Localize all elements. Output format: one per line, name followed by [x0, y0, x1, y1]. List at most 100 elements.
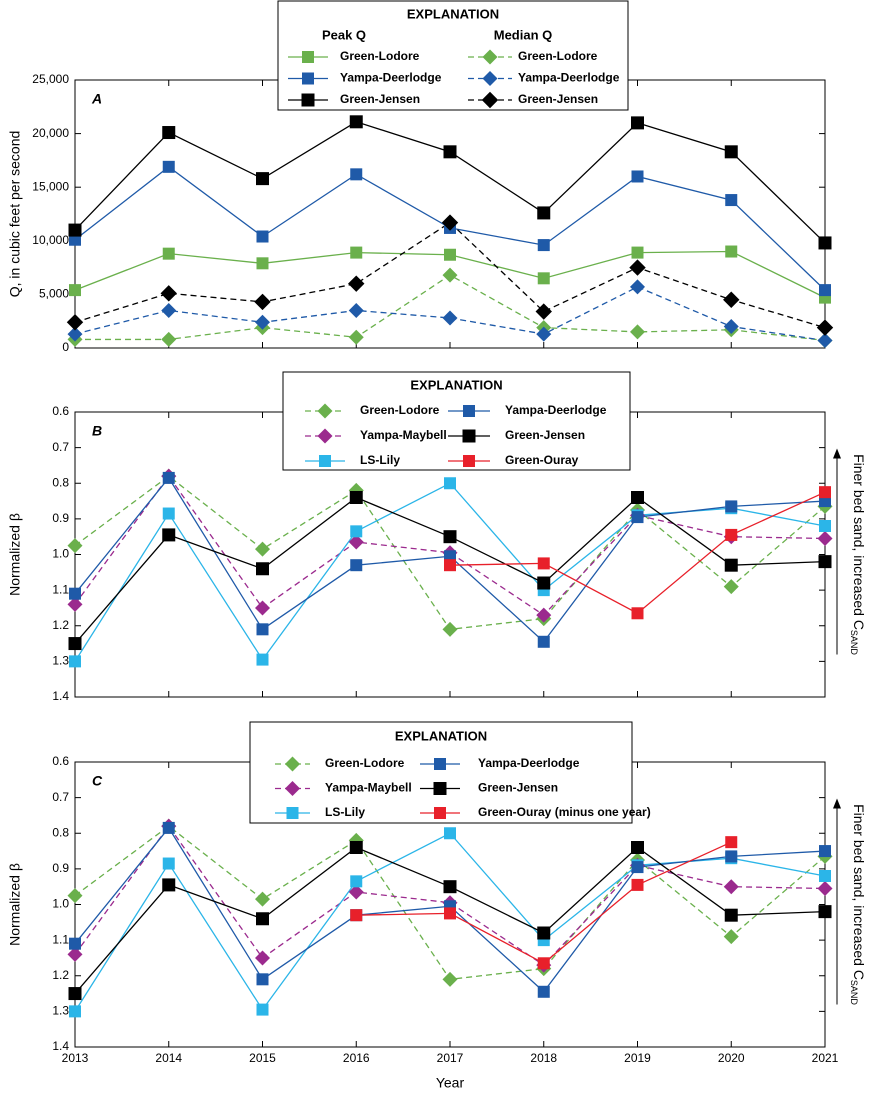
data-point: [444, 907, 456, 920]
data-point: [67, 596, 83, 612]
data-point: [631, 491, 644, 504]
data-point: [255, 314, 270, 330]
data-point: [348, 329, 364, 345]
data-point: [161, 331, 177, 347]
data-point: [162, 471, 175, 484]
data-point: [723, 579, 739, 595]
legend-label: Yampa-Deerlodge: [505, 403, 607, 417]
data-point: [442, 310, 458, 326]
data-point: [254, 293, 271, 311]
data-point: [817, 332, 833, 348]
data-point: [161, 302, 177, 318]
data-point: [162, 528, 176, 542]
data-point: [816, 319, 834, 336]
legend-box: [282, 371, 631, 471]
series-line: [74, 475, 826, 616]
legend-label: Green-Lodore: [360, 403, 440, 417]
legend-header: Peak Q: [322, 27, 366, 42]
plot-frame: [74, 79, 826, 349]
data-point: [350, 525, 363, 538]
data-point: [725, 528, 738, 541]
series-line: [74, 825, 826, 966]
x-tick-label: 2019: [624, 1051, 651, 1065]
data-point: [348, 275, 365, 292]
data-point: [255, 541, 270, 557]
data-point: [441, 214, 459, 231]
legend-marker: [433, 782, 447, 795]
data-point: [444, 827, 456, 840]
legend-label: LS-Lily: [325, 805, 365, 819]
legend-marker: [434, 807, 446, 819]
x-tick-label: 2021: [812, 1051, 839, 1065]
panel-letter: B: [92, 423, 102, 439]
legend-marker: [285, 781, 300, 796]
annotation-arrowhead: [833, 448, 841, 459]
data-point: [68, 223, 82, 237]
data-point: [724, 558, 738, 572]
data-point: [350, 559, 363, 572]
data-point: [255, 891, 270, 907]
y-tick-label: 5,000: [39, 287, 69, 301]
legend-marker: [286, 807, 299, 819]
legend-marker: [317, 428, 333, 444]
data-point: [725, 850, 738, 863]
y-tick-label: 20,000: [32, 126, 69, 140]
legend-label: Yampa-Deerlodge: [518, 71, 620, 85]
data-point: [256, 653, 269, 666]
x-tick-label: 2020: [718, 1051, 745, 1065]
data-point: [537, 557, 550, 570]
legend-label: Green-Ouray: [505, 453, 579, 467]
data-point: [256, 257, 269, 270]
x-tick-label: 2016: [343, 1051, 370, 1065]
y-tick-label: 1.0: [52, 547, 69, 561]
x-tick-label: 2013: [62, 1051, 89, 1065]
data-point: [537, 272, 550, 285]
data-point: [725, 245, 738, 258]
data-point: [629, 259, 646, 276]
data-point: [537, 635, 550, 648]
data-point: [348, 534, 364, 550]
data-point: [631, 170, 644, 183]
legend-label: Yampa-Maybell: [325, 781, 412, 795]
data-point: [66, 314, 84, 331]
data-point: [349, 491, 363, 504]
data-point: [69, 655, 81, 668]
annotation-text: Finer bed sand, increased C: [851, 454, 867, 630]
legend-title: EXPLANATION: [407, 6, 499, 21]
data-point: [631, 861, 644, 874]
y-tick-label: 1.3: [52, 654, 69, 668]
data-point: [67, 888, 83, 904]
legend-marker: [302, 51, 314, 63]
y-tick-label: 0.8: [52, 825, 69, 839]
data-point: [631, 878, 644, 891]
annotation-subscript: SAND: [849, 980, 859, 1006]
x-tick-label: 2018: [530, 1051, 557, 1065]
annotation-text: Finer bed sand, increased C: [851, 804, 867, 980]
series-line: [75, 274, 826, 342]
y-tick-label: 1.3: [52, 1004, 69, 1018]
data-point: [69, 1005, 81, 1018]
legend-label: Green-Jensen: [340, 92, 420, 106]
data-point: [256, 912, 269, 926]
data-point: [162, 126, 176, 140]
legend-label: LS-Lily: [360, 453, 400, 467]
legend-marker: [301, 93, 315, 107]
y-tick-label: 1.4: [52, 1039, 69, 1053]
data-point: [162, 507, 175, 520]
data-point: [536, 326, 552, 342]
data-point: [725, 500, 738, 513]
data-point: [630, 324, 645, 340]
data-point: [819, 520, 831, 532]
data-point: [723, 319, 739, 335]
annotation: Finer bed sand, increased CSAND: [849, 454, 868, 655]
panel-letter: A: [91, 91, 102, 107]
x-tick-label: 2014: [155, 1051, 182, 1065]
data-point: [444, 477, 456, 490]
legend-label: Yampa-Maybell: [360, 428, 447, 442]
legend-label: Yampa-Deerlodge: [340, 71, 442, 85]
y-tick-label: 0.9: [52, 861, 69, 875]
data-point: [724, 145, 738, 159]
data-point: [444, 248, 456, 261]
y-tick-label: 0.9: [52, 511, 69, 525]
